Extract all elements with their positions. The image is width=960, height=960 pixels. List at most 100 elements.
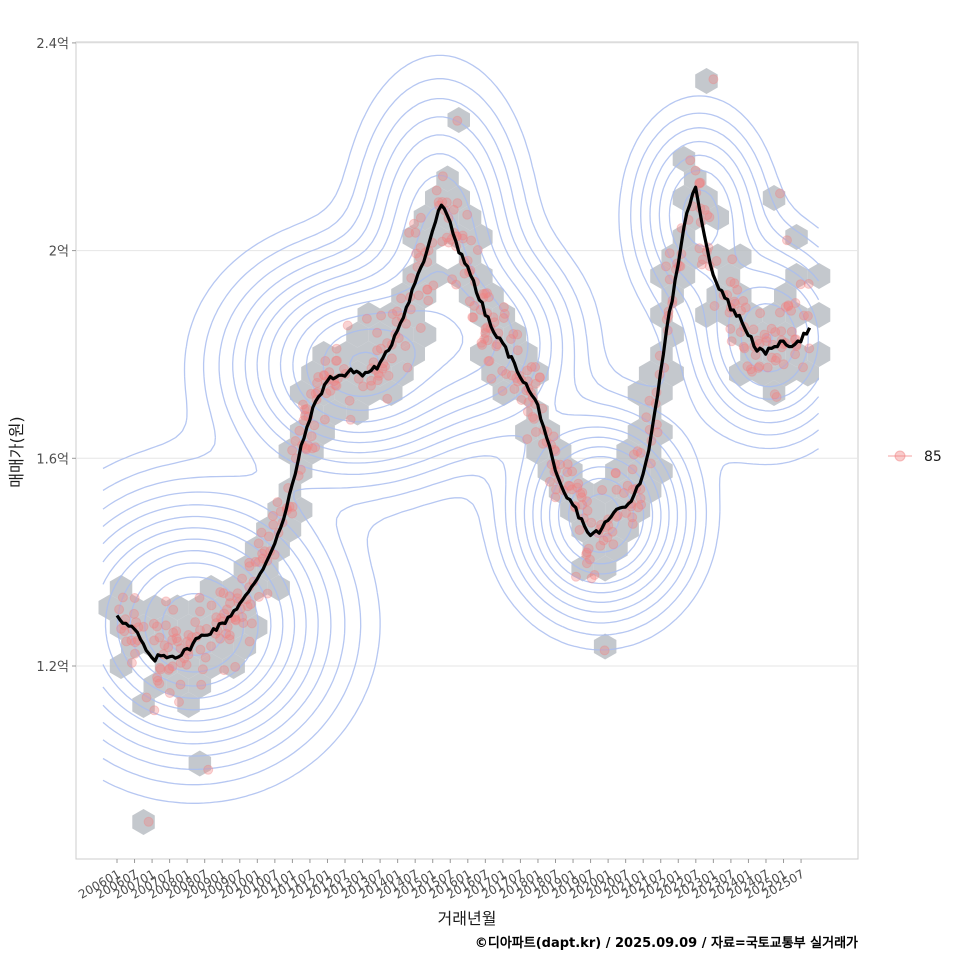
data-point — [477, 339, 488, 350]
y-axis: 1.2억 1.6억 2억 2.4억 — [36, 37, 76, 675]
hexbin-cell — [582, 536, 606, 562]
data-point — [709, 301, 720, 311]
data-point — [664, 274, 675, 285]
data-point — [491, 341, 502, 352]
data-point — [299, 404, 310, 415]
data-point — [224, 630, 235, 641]
hexbin-cell — [683, 165, 707, 192]
data-point — [586, 517, 597, 528]
data-point — [469, 300, 480, 311]
hexbin-cell — [256, 555, 279, 582]
hexbin-cell — [413, 321, 437, 348]
hexbin-cell — [346, 321, 369, 348]
data-point — [373, 368, 384, 379]
hexbin-cell — [729, 360, 752, 387]
y-tick-label: 2.4억 — [36, 37, 69, 52]
contour-line — [102, 78, 820, 786]
data-point — [428, 280, 439, 291]
data-point — [739, 343, 750, 354]
data-point — [725, 276, 736, 287]
hexbin-cell — [211, 633, 234, 660]
data-point — [567, 466, 578, 477]
data-point — [230, 615, 241, 626]
data-point — [661, 261, 671, 272]
data-point — [576, 492, 587, 503]
data-point — [331, 355, 342, 366]
hexbin-cell — [650, 458, 673, 484]
data-point — [423, 295, 434, 306]
data-point — [804, 343, 815, 354]
hexbin-cell — [672, 146, 696, 172]
data-point — [786, 326, 797, 337]
data-point — [627, 464, 638, 475]
hexbin-cell — [706, 204, 729, 231]
data-point — [664, 248, 675, 259]
data-point — [774, 307, 785, 318]
data-point — [798, 362, 808, 373]
contour-line — [144, 328, 621, 673]
hexbin-cell — [638, 360, 662, 387]
data-point — [215, 587, 226, 598]
data-point — [499, 308, 510, 319]
data-point — [129, 608, 139, 619]
data-point — [230, 614, 241, 625]
data-point — [690, 165, 701, 176]
hexbin-cell — [402, 302, 425, 328]
hexbin-cell — [717, 302, 741, 328]
data-point — [753, 362, 764, 373]
data-point — [523, 397, 534, 408]
hexbin-cell — [661, 360, 684, 387]
hexbin-cell — [470, 302, 493, 328]
data-point — [312, 377, 323, 388]
data-point — [628, 449, 639, 460]
hexbin-cell — [582, 497, 606, 523]
data-point — [457, 230, 468, 241]
data-point — [143, 816, 154, 827]
data-point — [126, 657, 137, 668]
data-point — [219, 608, 230, 619]
data-point — [361, 313, 372, 324]
data-point — [761, 332, 772, 343]
data-point — [232, 588, 243, 599]
data-point — [387, 309, 398, 319]
data-point — [694, 178, 705, 189]
hexbin-cell — [109, 575, 133, 601]
data-point — [230, 661, 241, 672]
data-point — [116, 623, 127, 634]
data-point — [476, 337, 487, 348]
data-point — [331, 380, 342, 391]
data-point — [306, 388, 316, 399]
hexbin-cell — [143, 672, 167, 699]
hexbin-cell — [785, 302, 808, 328]
data-point — [685, 155, 696, 166]
hexbin-cell — [515, 419, 538, 445]
data-point — [457, 233, 468, 244]
data-point — [780, 301, 791, 312]
data-point — [498, 302, 509, 313]
data-point — [452, 198, 463, 209]
data-point — [409, 218, 419, 229]
data-point — [149, 635, 160, 646]
data-point — [786, 305, 797, 316]
contour-line — [104, 205, 797, 711]
data-point — [644, 395, 655, 406]
data-point — [482, 288, 492, 299]
data-point — [610, 467, 621, 478]
data-point — [497, 365, 508, 376]
y-tick-label: 1.2억 — [36, 660, 69, 675]
data-point — [253, 538, 264, 549]
data-point — [331, 343, 342, 354]
data-point — [152, 621, 162, 632]
data-point — [171, 633, 182, 644]
hexbin-cell — [571, 516, 594, 543]
data-point — [182, 636, 193, 647]
data-point — [382, 393, 393, 404]
data-point — [694, 243, 705, 254]
hexbin-cell — [199, 653, 223, 679]
data-point — [516, 395, 527, 405]
data-point — [711, 256, 722, 266]
data-point — [759, 329, 770, 340]
hexbin-cell — [807, 302, 831, 328]
data-point — [506, 370, 517, 381]
data-point — [589, 570, 600, 580]
